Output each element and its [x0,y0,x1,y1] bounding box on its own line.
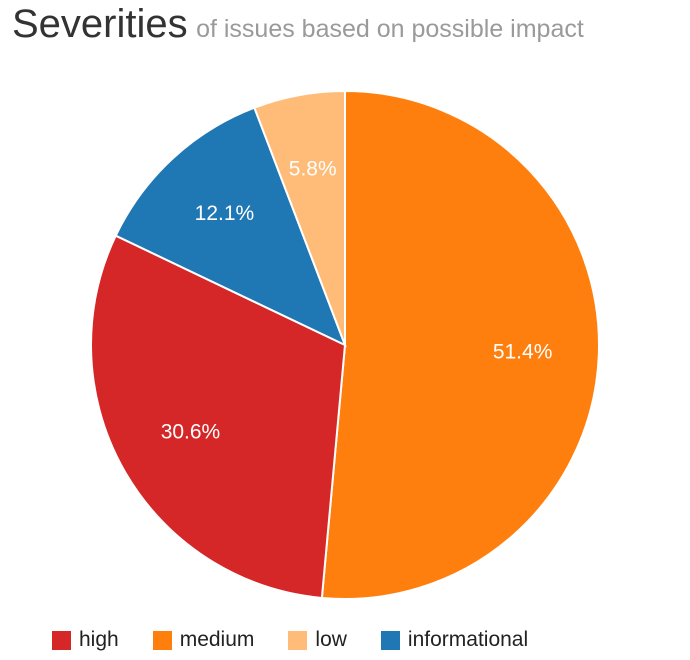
legend-label-medium: medium [179,628,255,651]
legend-label-low: low [315,628,347,651]
legend-item-high[interactable]: high [52,628,119,652]
legend-label-high: high [79,628,119,651]
legend-swatch-high [52,630,71,650]
chart-subtitle: of issues based on possible impact [196,15,584,43]
pie-label-informational: 12.1% [195,202,255,225]
pie-slice-medium[interactable] [320,89,600,600]
pie-label-low: 5.8% [289,158,337,181]
legend-swatch-medium [152,630,172,650]
pie-slice-high[interactable] [90,234,347,600]
pie-label-medium: 51.4% [493,341,553,364]
pie-slice-low[interactable] [253,89,346,346]
pie-chart: 51.4% 30.6% 12.1% 5.8% [90,89,600,600]
pie-slice-informational[interactable] [114,106,347,347]
legend-item-medium[interactable]: medium [152,628,255,652]
legend-item-informational[interactable]: informational [380,628,529,652]
chart-header: Severities of issues based on possible i… [12,2,584,47]
legend-swatch-low [288,630,308,650]
legend-label-informational: informational [407,628,529,651]
legend-swatch-informational [380,630,400,650]
pie-label-high: 30.6% [161,420,221,443]
chart-title: Severities [12,2,188,46]
legend: high medium low informational [52,628,562,652]
legend-item-low[interactable]: low [288,628,347,652]
